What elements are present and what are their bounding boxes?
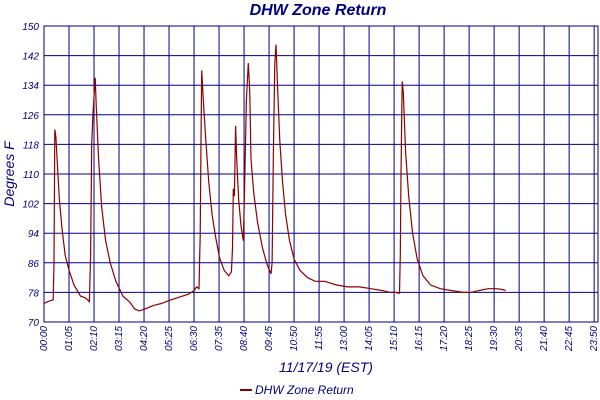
x-tick-label: 04:20 <box>139 326 150 351</box>
x-tick-label: 11:55 <box>314 326 325 351</box>
x-tick-label: 14:05 <box>364 326 375 351</box>
x-tick-label: 02:10 <box>89 326 100 351</box>
y-tick-label: 126 <box>22 111 39 122</box>
x-tick-label: 22:45 <box>564 326 575 352</box>
y-axis-ticks: 70 78 86 94 102 110 118 126 134 142 150 <box>22 22 39 329</box>
x-axis-label: 11/17/19 (EST) <box>279 359 373 375</box>
grid <box>43 25 598 323</box>
y-tick-label: 110 <box>23 170 39 181</box>
x-tick-label: 01:05 <box>64 326 75 351</box>
y-tick-label: 78 <box>28 288 40 299</box>
y-axis-label: Degrees F <box>1 140 17 207</box>
plot-area <box>43 25 599 323</box>
y-tick-label: 86 <box>28 259 40 270</box>
x-tick-label: 03:15 <box>114 326 125 351</box>
x-axis-ticks: 00:00 01:05 02:10 03:15 04:20 05:25 06:30 07:35… <box>39 326 600 352</box>
x-tick-label: 18:25 <box>464 326 475 351</box>
x-tick-label: 13:00 <box>339 326 350 351</box>
series-line-dhw-zone-return <box>43 44 506 312</box>
x-tick-label: 10:50 <box>289 326 300 351</box>
x-tick-label: 16:15 <box>414 326 425 351</box>
y-tick-label: 134 <box>22 81 39 92</box>
legend: DHW Zone Return <box>240 383 354 397</box>
chart-title: DHW Zone Return <box>250 2 387 19</box>
y-tick-label: 142 <box>22 52 39 63</box>
y-tick-label: 102 <box>22 200 39 211</box>
y-tick-label: 70 <box>28 318 40 329</box>
y-tick-label: 150 <box>22 22 39 33</box>
x-tick-label: 05:25 <box>164 326 175 351</box>
x-tick-label: 00:00 <box>39 326 50 351</box>
x-tick-label: 20:35 <box>514 326 525 352</box>
x-tick-label: 19:30 <box>489 326 500 351</box>
x-tick-label: 07:35 <box>214 326 225 351</box>
x-tick-label: 08:40 <box>239 326 250 351</box>
y-tick-label: 118 <box>23 140 39 151</box>
legend-label: DHW Zone Return <box>255 383 354 397</box>
x-tick-label: 21:40 <box>539 326 550 352</box>
x-tick-label: 17:20 <box>439 326 450 351</box>
x-tick-label: 09:45 <box>264 326 275 351</box>
x-tick-label: 15:10 <box>389 326 400 351</box>
x-tick-label: 06:30 <box>189 326 200 351</box>
y-tick-label: 94 <box>28 229 40 240</box>
x-tick-label: 23:50 <box>589 326 600 352</box>
